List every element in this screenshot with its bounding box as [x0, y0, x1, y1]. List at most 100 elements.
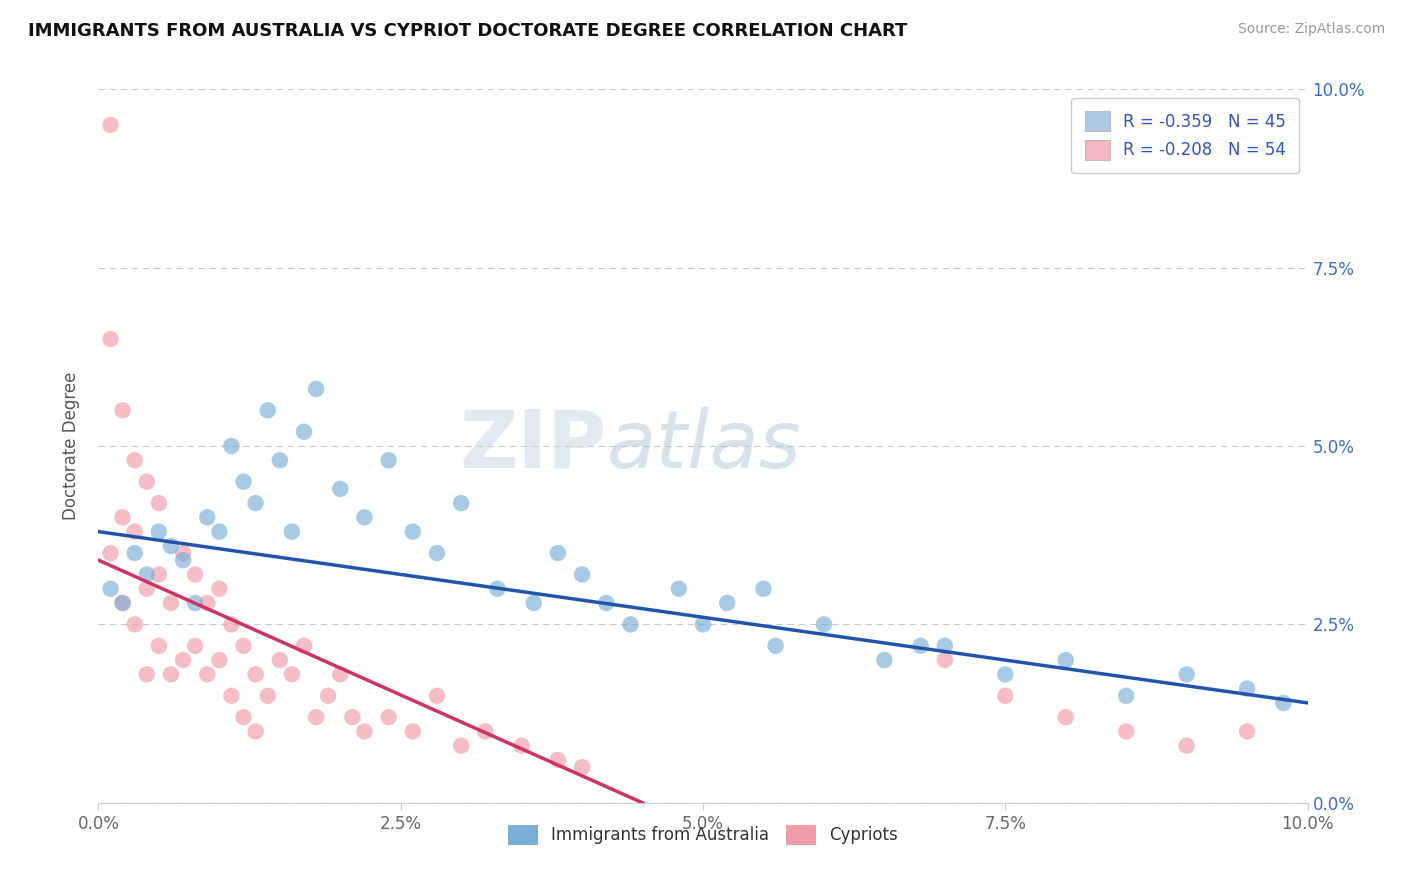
Point: [402, 724, 425, 739]
Point: [342, 710, 364, 724]
Point: [353, 724, 375, 739]
Y-axis label: Doctorate Degree: Doctorate Degree: [62, 372, 80, 520]
Point: [1236, 724, 1258, 739]
Point: [111, 596, 134, 610]
Point: [172, 653, 194, 667]
Text: IMMIGRANTS FROM AUSTRALIA VS CYPRIOT DOCTORATE DEGREE CORRELATION CHART: IMMIGRANTS FROM AUSTRALIA VS CYPRIOT DOC…: [28, 22, 907, 40]
Point: [1115, 689, 1137, 703]
Point: [474, 724, 496, 739]
Point: [184, 567, 207, 582]
Point: [124, 524, 146, 539]
Point: [486, 582, 509, 596]
Point: [221, 689, 243, 703]
Point: [402, 524, 425, 539]
Point: [1272, 696, 1295, 710]
Point: [752, 582, 775, 596]
Point: [1054, 653, 1077, 667]
Point: [1175, 739, 1198, 753]
Point: [281, 667, 304, 681]
Point: [668, 582, 690, 596]
Point: [1054, 710, 1077, 724]
Point: [571, 567, 593, 582]
Point: [232, 639, 254, 653]
Point: [148, 496, 170, 510]
Point: [269, 653, 291, 667]
Point: [619, 617, 641, 632]
Legend: Immigrants from Australia, Cypriots: Immigrants from Australia, Cypriots: [502, 818, 904, 852]
Point: [100, 332, 122, 346]
Point: [111, 596, 134, 610]
Point: [100, 118, 122, 132]
Point: [765, 639, 787, 653]
Point: [245, 724, 267, 739]
Point: [547, 753, 569, 767]
Point: [184, 639, 207, 653]
Point: [221, 617, 243, 632]
Point: [221, 439, 243, 453]
Point: [1115, 724, 1137, 739]
Point: [111, 403, 134, 417]
Point: [208, 582, 231, 596]
Point: [135, 582, 157, 596]
Point: [873, 653, 896, 667]
Point: [450, 496, 472, 510]
Point: [135, 667, 157, 681]
Point: [208, 653, 231, 667]
Point: [813, 617, 835, 632]
Point: [571, 760, 593, 774]
Point: [100, 546, 122, 560]
Point: [994, 667, 1017, 681]
Point: [245, 496, 267, 510]
Point: [292, 425, 315, 439]
Point: [934, 639, 956, 653]
Point: [232, 710, 254, 724]
Point: [292, 639, 315, 653]
Point: [269, 453, 291, 467]
Point: [160, 539, 183, 553]
Point: [148, 524, 170, 539]
Point: [124, 546, 146, 560]
Point: [135, 567, 157, 582]
Point: [910, 639, 932, 653]
Point: [523, 596, 546, 610]
Point: [994, 689, 1017, 703]
Point: [111, 510, 134, 524]
Point: [148, 567, 170, 582]
Point: [353, 510, 375, 524]
Point: [135, 475, 157, 489]
Point: [172, 546, 194, 560]
Point: [124, 617, 146, 632]
Point: [245, 667, 267, 681]
Text: Source: ZipAtlas.com: Source: ZipAtlas.com: [1237, 22, 1385, 37]
Text: ZIP: ZIP: [458, 407, 606, 485]
Point: [100, 582, 122, 596]
Point: [426, 689, 449, 703]
Point: [124, 453, 146, 467]
Point: [934, 653, 956, 667]
Point: [547, 546, 569, 560]
Point: [160, 596, 183, 610]
Point: [1236, 681, 1258, 696]
Point: [377, 710, 399, 724]
Point: [256, 403, 278, 417]
Point: [195, 667, 218, 681]
Point: [172, 553, 194, 567]
Point: [377, 453, 399, 467]
Point: [329, 667, 352, 681]
Point: [148, 639, 170, 653]
Point: [716, 596, 738, 610]
Point: [281, 524, 304, 539]
Point: [450, 739, 472, 753]
Point: [195, 596, 218, 610]
Point: [595, 596, 617, 610]
Point: [208, 524, 231, 539]
Point: [1175, 667, 1198, 681]
Point: [510, 739, 533, 753]
Point: [316, 689, 339, 703]
Point: [160, 667, 183, 681]
Point: [256, 689, 278, 703]
Point: [692, 617, 714, 632]
Text: atlas: atlas: [606, 407, 801, 485]
Point: [426, 546, 449, 560]
Point: [329, 482, 352, 496]
